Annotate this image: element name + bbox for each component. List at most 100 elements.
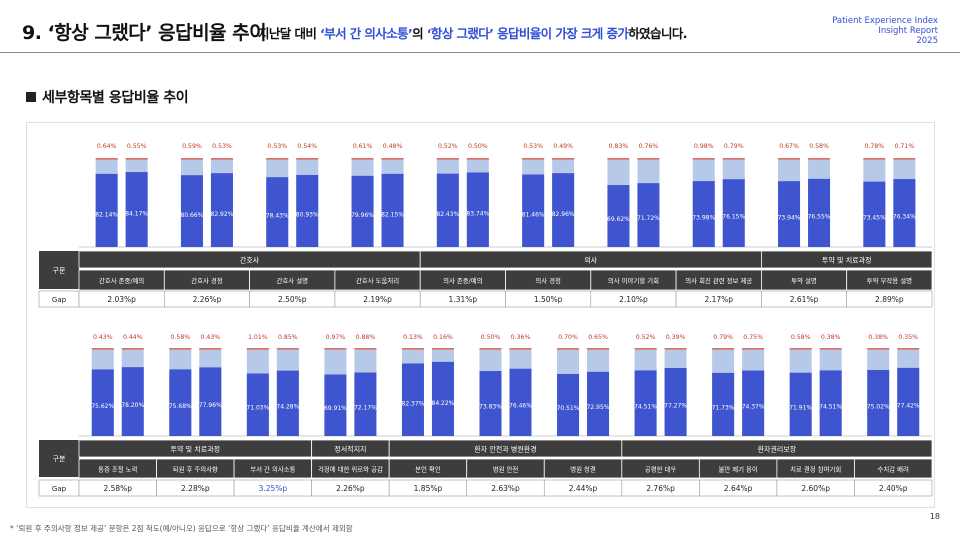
bar-value-label: 82.43%	[436, 211, 459, 218]
bar-top-segment	[246, 348, 269, 350]
bar-top-label: 0.38%	[821, 334, 841, 341]
bar-value-label: 69.91%	[324, 405, 347, 412]
bar-main-segment	[180, 175, 203, 247]
bar-top-segment	[587, 348, 610, 350]
bar-main-segment	[466, 172, 489, 247]
table-group-label: 환자 안전과 병원환경	[474, 445, 536, 454]
bar-top-segment	[522, 158, 545, 160]
bar-main-segment	[125, 172, 148, 247]
bar-main-segment	[808, 178, 831, 247]
bar-main-segment	[324, 374, 347, 436]
bar-main-segment	[712, 372, 735, 436]
bar-main-segment	[819, 370, 842, 436]
table-item-label: 간호사 도움처리	[356, 276, 399, 285]
table-group-cell	[621, 439, 933, 458]
bar-value-label: 71.03%	[246, 405, 269, 412]
bar-main-segment	[722, 179, 745, 247]
table-item-label: 의사 경청	[535, 276, 561, 285]
bar-top-label: 0.48%	[383, 143, 403, 150]
bar-top-label: 0.78%	[865, 143, 885, 150]
bar-top-segment	[466, 158, 489, 160]
bar-value-label: 73.45%	[863, 215, 886, 222]
bar-main-segment	[557, 373, 580, 436]
bar-top-segment	[354, 348, 377, 350]
table-group-label: 환자권리보장	[758, 445, 797, 454]
bar-top-segment	[509, 348, 532, 350]
bar-main-segment	[897, 367, 920, 436]
bar-top-segment	[664, 348, 687, 350]
bar-main-segment	[381, 173, 404, 247]
bar-main-segment	[692, 181, 715, 247]
bar-value-label: 74.51%	[819, 403, 842, 410]
bar-top-label: 0.85%	[278, 334, 298, 341]
bar-top-segment	[169, 348, 192, 350]
bar-top-label: 0.13%	[403, 334, 423, 341]
bar-main-segment	[169, 369, 192, 436]
table-row-header-label: 구분	[53, 267, 66, 275]
bar-value-label: 74.51%	[634, 403, 657, 410]
bar-main-segment	[634, 370, 657, 436]
table-gap-value: 2.63%p	[491, 484, 520, 493]
bar-value-label: 75.68%	[169, 403, 192, 410]
bar-main-segment	[91, 369, 114, 436]
bar-value-label: 75.02%	[867, 403, 890, 410]
bar-value-label: 76.55%	[808, 213, 831, 220]
bar-top-segment	[381, 158, 404, 160]
table-row-header-cell	[39, 440, 79, 477]
bar-value-label: 78.43%	[266, 213, 289, 220]
table-item-label: 병원 안전	[493, 465, 519, 474]
bar-value-label: 74.28%	[276, 404, 299, 411]
bar-value-label: 83.74%	[466, 211, 489, 218]
table-item-label: 간호사 설명	[277, 276, 309, 285]
table-row-header-label: 구분	[53, 455, 66, 463]
bar-value-label: 84.17%	[125, 211, 148, 218]
page-title: 9. ‘항상 그랬다’ 응답비율 추이	[22, 22, 267, 44]
bar-main-segment	[863, 181, 886, 247]
bar-main-segment	[587, 371, 610, 436]
bar-main-segment	[276, 370, 299, 436]
bar-main-segment	[95, 173, 118, 247]
bar-main-segment	[607, 185, 630, 247]
brand-line-1: Patient Experience Index	[832, 16, 938, 26]
table-gap-value: 2.19%p	[363, 295, 392, 304]
table-row-header-cell	[39, 251, 79, 289]
bar-top-label: 0.79%	[724, 143, 744, 150]
bar-top-label: 0.49%	[553, 143, 573, 150]
bar-value-label: 82.15%	[381, 211, 404, 218]
bar-value-label: 76.34%	[893, 213, 916, 220]
bar-top-label: 0.43%	[93, 334, 113, 341]
table-group-cell	[761, 250, 933, 269]
bar-top-label: 0.39%	[666, 334, 686, 341]
table-gap-value: 2.03%p	[107, 295, 136, 304]
bar-main-segment	[522, 174, 545, 247]
table-group-label: 투약 및 치료과정	[171, 445, 221, 454]
bar-main-segment	[296, 174, 319, 247]
bar-value-label: 81.46%	[522, 212, 545, 219]
bar-value-label: 73.83%	[479, 404, 502, 411]
table-group-label: 간호사	[240, 256, 260, 265]
bar-top-segment	[552, 158, 575, 160]
bar-value-label: 71.73%	[712, 404, 735, 411]
bar-top-label: 0.65%	[588, 334, 608, 341]
table-gap-value: 2.10%p	[619, 295, 648, 304]
table-item-label: 간호사 존중/예의	[99, 276, 144, 285]
bar-value-label: 79.96%	[351, 212, 374, 219]
bar-value-label: 84.22%	[432, 400, 455, 407]
bar-value-label: 82.14%	[95, 211, 118, 218]
bar-top-label: 0.52%	[438, 143, 458, 150]
bar-value-label: 73.94%	[778, 214, 801, 221]
bar-main-segment	[664, 368, 687, 436]
bar-top-label: 0.38%	[868, 334, 888, 341]
bar-main-segment	[210, 173, 233, 247]
table-gap-value: 2.26%p	[193, 295, 222, 304]
page-subtitle: 지난달 대비 ‘부서 간 의사소통’의 ‘항상 그랬다’ 응답비율이 가장 크게…	[258, 23, 688, 42]
bar-top-segment	[692, 158, 715, 160]
bar-top-label: 0.64%	[97, 143, 117, 150]
bar-top-segment	[863, 158, 886, 160]
bar-top-segment	[897, 348, 920, 350]
table-group-label: 정서적지지	[334, 445, 366, 454]
table-gap-value: 2.44%p	[569, 484, 598, 493]
bar-top-label: 0.79%	[713, 334, 733, 341]
bar-main-segment	[789, 372, 812, 436]
bar-main-segment	[431, 361, 454, 436]
